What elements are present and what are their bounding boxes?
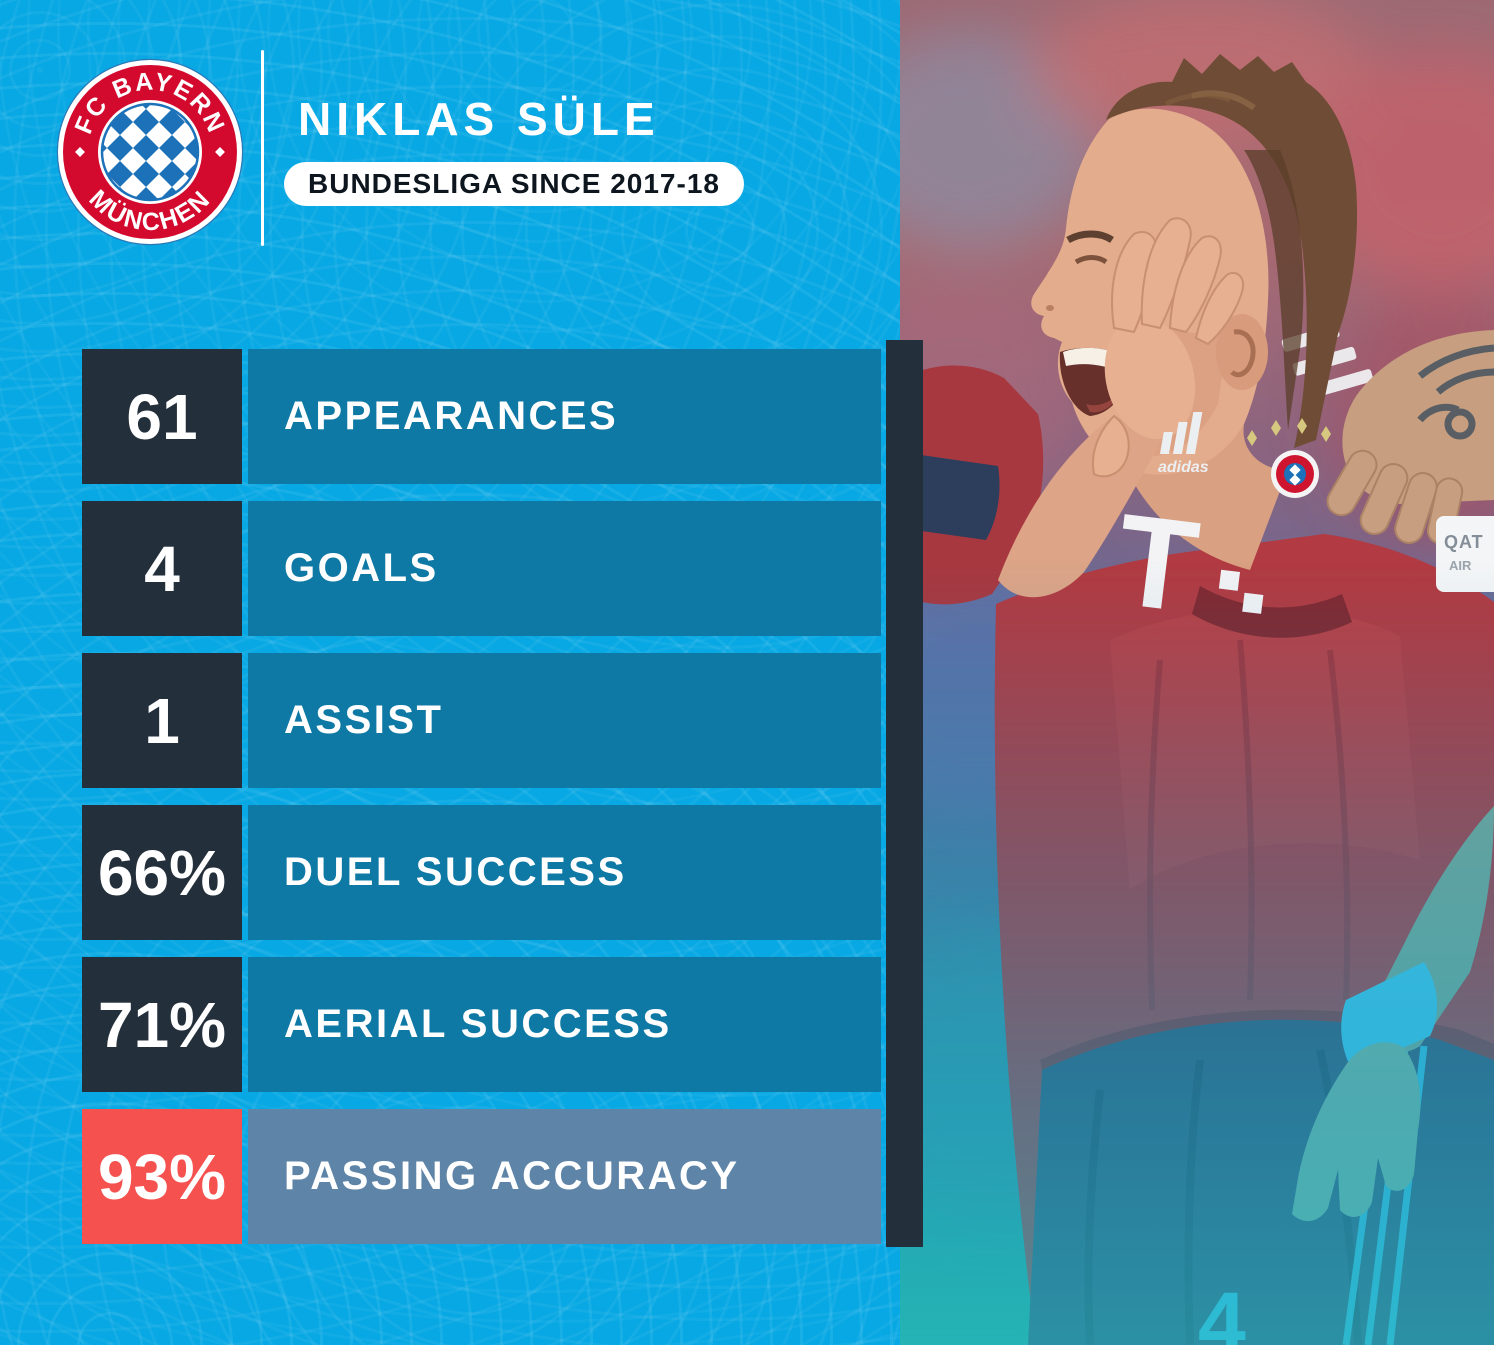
stat-label: ASSIST [284,698,444,742]
player-photo: adidas T QAT AIR [900,0,1494,1345]
stat-row-duel-success: 66% DUEL SUCCESS [82,805,881,940]
adidas-bars [1159,412,1203,454]
stat-label: GOALS [284,546,439,590]
stat-value-box: 4 [82,501,242,636]
ear [1216,314,1268,390]
stat-value-box: 1 [82,653,242,788]
stat-value-box: 66% [82,805,242,940]
duotone-overlay [900,560,1494,1345]
stat-row-appearances: 61 APPEARANCES [82,349,881,484]
cupped-hand [1092,217,1244,478]
stat-value-box: 71% [82,957,242,1092]
stat-label: AERIAL SUCCESS [284,1002,672,1046]
stat-label: PASSING ACCURACY [284,1154,740,1198]
stat-row-passing-accuracy: 93% PASSING ACCURACY [82,1109,881,1244]
stat-label-bar: GOALS [248,501,881,636]
raised-arm [900,365,1162,605]
subtitle-text: BUNDESLIGA SINCE 2017-18 [308,168,720,199]
badge-rauten-center [100,102,200,202]
eyebrow [1066,230,1114,244]
stat-value-box: 93% [82,1109,242,1244]
stat-row-assist: 1 ASSIST [82,653,881,788]
crest-stars [1247,418,1331,446]
eye [1074,255,1108,265]
player-hair [1106,54,1358,448]
stat-label-bar: AERIAL SUCCESS [248,957,881,1092]
stat-label-bar: DUEL SUCCESS [248,805,881,940]
club-badge: FC BAYERN MÜNCHEN [56,58,244,246]
stat-label-bar: APPEARANCES [248,349,881,484]
stat-label-bar: PASSING ACCURACY [248,1109,881,1244]
club-crest [1247,418,1331,498]
patch-line1: QAT [1444,532,1484,552]
stat-value-box: 61 [82,349,242,484]
stat-row-aerial-success: 71% AERIAL SUCCESS [82,957,881,1092]
adidas-logo: adidas [1158,412,1209,476]
player-neck [1126,424,1288,570]
stats-panel: 61 APPEARANCES 4 GOALS 1 ASSIST 66% DUEL… [82,349,881,1244]
stat-row-goals: 4 GOALS [82,501,881,636]
stat-label: DUEL SUCCESS [284,850,627,894]
tattoo-marks [1417,344,1494,440]
stats-side-strip [886,340,923,1247]
captain-armband [900,452,1000,540]
stat-label: APPEARANCES [284,394,619,438]
stat-label-bar: ASSIST [248,653,881,788]
page-title: NIKLAS SÜLE [298,93,660,145]
header-divider [261,50,264,246]
subtitle-pill: BUNDESLIGA SINCE 2017-18 [284,162,744,206]
adidas-wordmark: adidas [1158,459,1209,476]
